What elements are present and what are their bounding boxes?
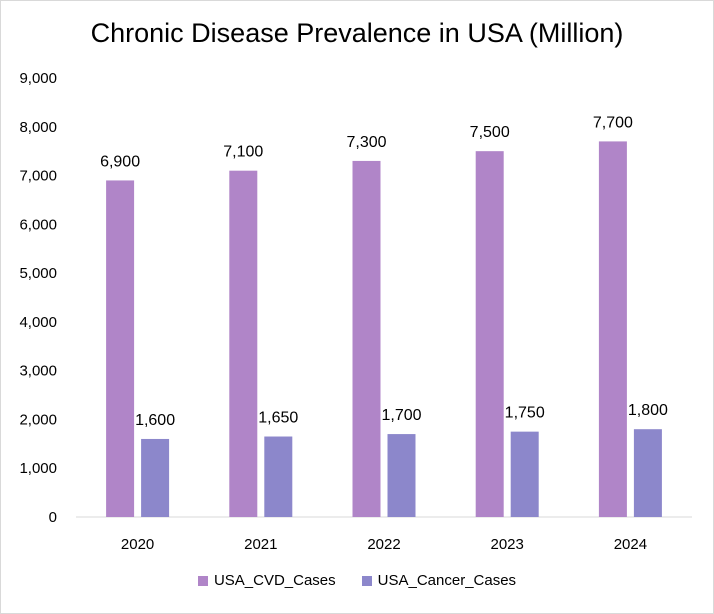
legend-swatch-cancer [361, 575, 372, 586]
data-label-cvd: 7,700 [593, 114, 633, 131]
data-label-cancer: 1,600 [135, 412, 175, 429]
y-tick-label: 9,000 [19, 70, 57, 87]
bar-cancer [633, 429, 662, 517]
bar-cancer [510, 431, 539, 517]
legend-item-cvd: USA_CVD_Cases [197, 572, 336, 589]
bar-cvd [106, 180, 135, 517]
y-tick-label: 5,000 [19, 265, 57, 282]
y-tick-label: 4,000 [19, 314, 57, 331]
bar-cvd [352, 160, 381, 517]
bars: 6,900 1,600 7,100 1,650 7,300 1,700 7,500 1,750… [100, 114, 668, 517]
chart-title: Chronic Disease Prevalence in USA (Milli… [90, 18, 624, 48]
y-tick-label: 0 [49, 509, 57, 526]
x-tick-label: 2022 [367, 536, 400, 553]
y-tick-label: 6,000 [19, 216, 57, 233]
data-label-cancer: 1,800 [628, 402, 668, 419]
data-label-cvd: 7,100 [223, 144, 263, 161]
data-label-cancer: 1,750 [505, 405, 545, 422]
bar-cancer [387, 434, 416, 517]
y-tick-label: 8,000 [19, 119, 57, 136]
bar-cancer [141, 438, 170, 517]
bar-cvd [229, 170, 258, 517]
data-label-cvd: 6,900 [100, 153, 140, 170]
x-tick-label: 2024 [614, 536, 647, 553]
bar-cancer [264, 436, 293, 517]
y-tick-label: 1,000 [19, 460, 57, 477]
legend: USA_CVD_Cases USA_Cancer_Cases [0, 572, 714, 589]
y-tick-label: 3,000 [19, 363, 57, 380]
legend-item-cancer: USA_Cancer_Cases [361, 572, 517, 589]
bar-cvd [475, 151, 504, 517]
x-tick-label: 2020 [121, 536, 154, 553]
legend-label-cancer: USA_Cancer_Cases [377, 572, 517, 589]
data-label-cvd: 7,300 [346, 134, 386, 151]
bar-cvd [598, 141, 627, 517]
legend-label-cvd: USA_CVD_Cases [213, 572, 336, 589]
x-tick-label: 2021 [244, 536, 277, 553]
y-axis-ticks: 0 1,000 2,000 3,000 4,000 5,000 6,000 7,000 8,00… [19, 70, 57, 526]
x-tick-label: 2023 [491, 536, 524, 553]
legend-swatch-cvd [197, 575, 208, 586]
x-axis-ticks: 2020 2021 2022 2023 2024 [121, 536, 647, 553]
y-tick-label: 7,000 [19, 168, 57, 185]
data-label-cvd: 7,500 [470, 124, 510, 141]
data-label-cancer: 1,650 [258, 410, 298, 427]
y-tick-label: 2,000 [19, 411, 57, 428]
data-label-cancer: 1,700 [381, 407, 421, 424]
